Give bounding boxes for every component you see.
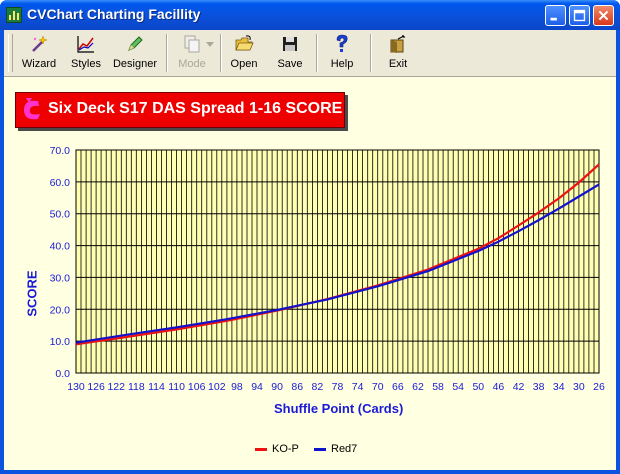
help-label: Help xyxy=(330,58,354,70)
x-tick-label: 114 xyxy=(148,381,165,393)
close-button[interactable] xyxy=(593,5,614,26)
y-tick-label: 60.0 xyxy=(50,177,71,189)
chart-title-box: Six Deck S17 DAS Spread 1-16 SCORE xyxy=(15,92,345,128)
y-tick-label: 30.0 xyxy=(50,272,71,284)
x-tick-label: 118 xyxy=(128,381,145,393)
x-tick-label: 38 xyxy=(533,381,545,393)
legend-label: KO-P xyxy=(272,443,299,455)
x-tick-label: 74 xyxy=(352,381,364,393)
close-icon xyxy=(598,10,609,21)
line-chart: 0.0 10.0 20.0 30.0 40.0 50.0 60.0 70.0 130 126 122… xyxy=(50,145,605,393)
y-tick-label: 0.0 xyxy=(55,368,70,380)
client-area: Wizard Styles Designer Mode Open xyxy=(4,30,616,470)
maximize-icon xyxy=(573,9,586,22)
save-button[interactable]: Save xyxy=(270,32,310,74)
x-tick-label: 46 xyxy=(493,381,505,393)
title-bar[interactable]: CVChart Charting Facillity xyxy=(0,0,620,30)
x-tick-label: 26 xyxy=(593,381,605,393)
x-tick-label: 130 xyxy=(67,381,85,393)
y-tick-label: 40.0 xyxy=(50,241,71,253)
x-tick-label: 106 xyxy=(188,381,206,393)
help-icon xyxy=(336,34,348,52)
help-button[interactable]: Help xyxy=(322,32,362,74)
open-label: Open xyxy=(230,58,258,70)
x-tick-label: 58 xyxy=(432,381,444,393)
window-title: CVChart Charting Facillity xyxy=(27,6,201,22)
exit-door-icon xyxy=(390,35,405,53)
copy-icon xyxy=(184,35,200,53)
y-tick-label: 50.0 xyxy=(50,209,71,221)
mode-label: Mode xyxy=(178,58,206,70)
folder-open-icon xyxy=(235,35,254,51)
x-tick-label: 90 xyxy=(271,381,283,393)
styles-label: Styles xyxy=(71,58,101,70)
toolbar-separator xyxy=(220,34,222,72)
series-line-red7 xyxy=(75,183,600,344)
toolbar-grip[interactable] xyxy=(8,34,13,72)
legend-item-kop: KO-P xyxy=(255,443,299,455)
toolbar-separator xyxy=(316,34,318,72)
x-tick-label: 70 xyxy=(372,381,384,393)
x-tick-label: 94 xyxy=(251,381,263,393)
plot-border xyxy=(75,149,600,374)
cv-logo-icon xyxy=(24,98,40,120)
designer-label: Designer xyxy=(112,58,158,70)
line-chart-icon xyxy=(77,36,94,53)
save-label: Save xyxy=(277,58,303,70)
x-tick-label: 66 xyxy=(392,381,404,393)
x-axis-label: Shuffle Point (Cards) xyxy=(274,401,404,416)
wand-icon xyxy=(32,35,48,52)
toolbar-separator xyxy=(166,34,168,72)
toolbar: Wizard Styles Designer Mode Open xyxy=(4,30,616,77)
y-tick-label: 70.0 xyxy=(50,145,71,157)
styles-button[interactable]: Styles xyxy=(64,32,108,74)
y-axis-label: SCORE xyxy=(24,270,40,317)
x-tick-label: 78 xyxy=(332,381,344,393)
x-tick-label: 110 xyxy=(168,381,185,393)
legend-label: Red7 xyxy=(331,443,358,455)
x-tick-label: 30 xyxy=(573,381,585,393)
dropdown-arrow-icon xyxy=(206,42,214,47)
exit-label: Exit xyxy=(388,58,408,70)
pencil-icon xyxy=(128,36,143,51)
x-tick-label: 126 xyxy=(87,381,105,393)
designer-button[interactable]: Designer xyxy=(110,32,160,74)
wizard-button[interactable]: Wizard xyxy=(16,32,62,74)
app-icon xyxy=(6,7,22,23)
legend-swatch xyxy=(314,447,326,451)
floppy-disk-icon xyxy=(283,37,297,51)
x-tick-label: 62 xyxy=(412,381,424,393)
chart-title: Six Deck S17 DAS Spread 1-16 SCORE xyxy=(48,100,343,117)
x-tick-label: 102 xyxy=(208,381,226,393)
toolbar-separator xyxy=(370,34,372,72)
legend-swatch xyxy=(255,447,267,451)
mode-button[interactable]: Mode xyxy=(168,32,216,74)
open-button[interactable]: Open xyxy=(222,32,266,74)
x-tick-label: 50 xyxy=(472,381,484,393)
x-tick-label: 122 xyxy=(107,381,125,393)
exit-button[interactable]: Exit xyxy=(376,32,420,74)
x-tick-label: 42 xyxy=(513,381,525,393)
wizard-label: Wizard xyxy=(21,58,57,70)
x-tick-label: 82 xyxy=(312,381,324,393)
x-tick-label: 34 xyxy=(553,381,565,393)
x-tick-label: 86 xyxy=(291,381,303,393)
x-tick-label: 98 xyxy=(231,381,243,393)
legend-item-red7: Red7 xyxy=(314,443,357,455)
x-tick-label: 54 xyxy=(452,381,464,393)
minimize-button[interactable] xyxy=(545,5,566,26)
y-tick-label: 20.0 xyxy=(50,304,71,316)
maximize-button[interactable] xyxy=(569,5,590,26)
minimize-icon xyxy=(550,17,557,21)
y-tick-label: 10.0 xyxy=(50,336,71,348)
series-line-ko-p xyxy=(75,163,600,346)
